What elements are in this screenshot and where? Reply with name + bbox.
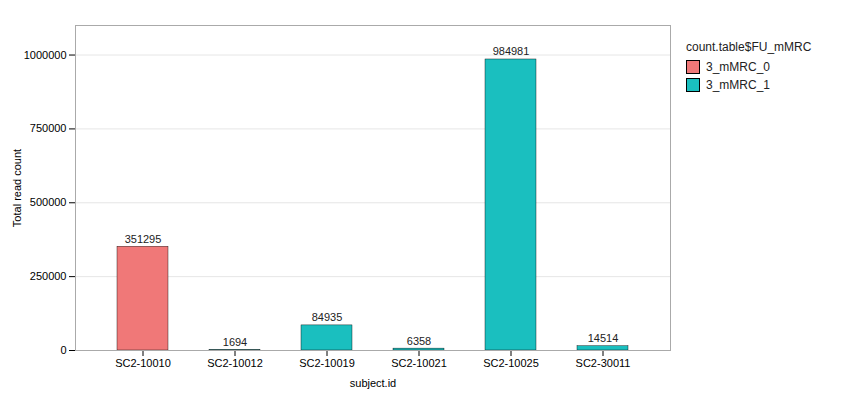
svg-text:Total read count: Total read count: [11, 149, 23, 227]
svg-text:SC2-10025: SC2-10025: [483, 357, 539, 369]
svg-text:SC2-10019: SC2-10019: [299, 357, 355, 369]
svg-text:984981: 984981: [493, 45, 530, 57]
svg-text:6358: 6358: [407, 335, 431, 347]
html-text:3_mMRC_0: 3_mMRC_0: [706, 60, 770, 74]
svg-text:0: 0: [60, 344, 66, 356]
svg-text:SC2-10010: SC2-10010: [115, 357, 171, 369]
svg-text:14514: 14514: [588, 332, 619, 344]
svg-text:500000: 500000: [30, 196, 67, 208]
html-text:count.table$FU_mMRC: count.table$FU_mMRC: [686, 40, 812, 54]
svg-text:750000: 750000: [30, 122, 67, 134]
svg-text:subject.id: subject.id: [350, 377, 396, 389]
html-text:3_mMRC_1: 3_mMRC_1: [706, 78, 770, 92]
svg-text:351295: 351295: [125, 233, 162, 245]
svg-text:1000000: 1000000: [24, 49, 67, 61]
svg-text:250000: 250000: [30, 270, 67, 282]
svg-text:SC2-10021: SC2-10021: [391, 357, 447, 369]
svg-text:SC2-30011: SC2-30011: [576, 357, 631, 369]
svg-text:SC2-10012: SC2-10012: [207, 357, 263, 369]
svg-text:1694: 1694: [223, 336, 247, 348]
svg-text:84935: 84935: [312, 311, 343, 323]
